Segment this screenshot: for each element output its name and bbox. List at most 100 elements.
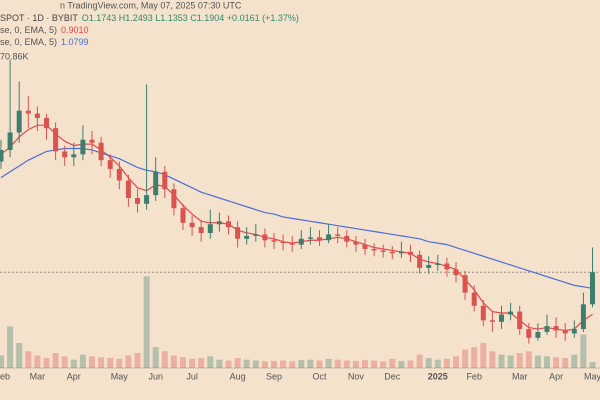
volume-bar	[52, 353, 59, 368]
volume-bar	[562, 358, 569, 368]
candle-body	[344, 235, 350, 242]
candle-body	[435, 263, 441, 265]
volume-bar	[116, 358, 123, 368]
volume-bar	[407, 360, 414, 368]
candle-body	[317, 237, 322, 241]
candle-body	[544, 326, 550, 332]
candle-body	[71, 154, 77, 158]
volume-bar	[525, 351, 532, 368]
candle-body	[335, 234, 341, 236]
candle-body	[371, 248, 377, 251]
x-tick-label: Mar	[30, 371, 46, 381]
candle-body	[280, 241, 286, 244]
volume-label: 70.86K	[0, 51, 29, 61]
volume-bar	[16, 343, 23, 368]
volume-bar	[98, 357, 105, 368]
volume-bar	[362, 360, 368, 368]
candle-body	[462, 275, 468, 293]
volume-bar	[7, 326, 14, 368]
candle-body	[535, 331, 541, 338]
volume-bar	[216, 359, 223, 368]
candle-body	[16, 110, 22, 133]
candle-body	[489, 320, 495, 322]
volume-bar	[380, 361, 387, 368]
candle-body	[62, 151, 68, 158]
candle-body	[53, 128, 59, 152]
candle-body	[271, 240, 277, 242]
candle-body	[480, 305, 486, 321]
volume-bar	[298, 360, 305, 368]
candle-body	[298, 238, 304, 245]
candle-body	[517, 311, 523, 330]
volume-bar	[198, 358, 205, 368]
volume-bar	[79, 354, 86, 368]
x-tick-label: 2025	[428, 371, 448, 381]
candle-body	[235, 227, 241, 239]
volume-bar	[271, 360, 277, 368]
volume-bar	[234, 358, 241, 368]
candle-body	[216, 221, 222, 225]
candle-body	[80, 139, 86, 155]
candle-body	[89, 139, 95, 143]
candle-body	[207, 224, 213, 233]
candle-body	[380, 250, 386, 252]
volume-bar	[343, 360, 350, 368]
candle-body	[162, 171, 168, 190]
candle-body	[226, 221, 231, 228]
volume-bar	[389, 358, 396, 368]
volume-bar	[371, 360, 378, 368]
candle-body	[553, 326, 559, 331]
candle-body	[471, 292, 477, 306]
volume-bar	[225, 360, 232, 368]
volume-bar	[571, 354, 578, 368]
volume-bar	[289, 361, 296, 368]
volume-bar	[243, 359, 250, 368]
volume-bar	[152, 347, 159, 368]
volume-bar	[325, 358, 332, 368]
volume-bar	[498, 354, 505, 368]
candle-body	[262, 234, 268, 241]
volume-bar	[252, 360, 259, 368]
candle-body	[198, 227, 204, 233]
volume-bar	[507, 355, 514, 368]
volume-bar	[589, 362, 596, 368]
x-tick-label: Nov	[348, 371, 365, 381]
candle-body	[98, 142, 104, 161]
volume-bar	[580, 334, 587, 368]
volume-bar	[480, 343, 487, 368]
x-tick-label: Jul	[186, 371, 198, 381]
symbol: SPOT · 1D · BYBIT	[0, 13, 78, 23]
candle-body	[189, 222, 195, 228]
candle-body	[571, 329, 577, 334]
volume-bar	[534, 355, 541, 368]
volume-bar	[70, 359, 77, 368]
volume-bar	[189, 358, 196, 368]
candle-body	[135, 198, 140, 204]
volume-bar	[0, 355, 4, 368]
volume-bar	[425, 358, 432, 368]
volume-bar	[25, 351, 32, 368]
candle-body	[398, 251, 404, 254]
legend-entry: se, 0, EMA, 5) 1.0799	[0, 37, 89, 47]
volume-bar	[489, 351, 496, 368]
candle-body	[417, 254, 423, 268]
candle-body	[144, 195, 150, 204]
volume-bar	[43, 358, 50, 368]
source-label: n TradingView.com, May 07, 2025 07:30 UT…	[60, 0, 242, 10]
x-tick-label: May	[111, 371, 129, 381]
candle-body	[153, 171, 159, 196]
volume-bar	[316, 360, 323, 368]
candle-body	[171, 189, 177, 209]
volume-bar	[34, 355, 41, 368]
x-tick-label: May	[584, 371, 600, 381]
candle-body	[7, 132, 13, 150]
volume-bar	[443, 358, 450, 368]
x-tick-label: Oct	[312, 371, 327, 381]
volume-bar	[453, 356, 459, 368]
candle-body	[408, 251, 413, 255]
volume-bar	[334, 359, 341, 368]
candle-body	[444, 263, 450, 270]
candle-body	[44, 117, 49, 129]
